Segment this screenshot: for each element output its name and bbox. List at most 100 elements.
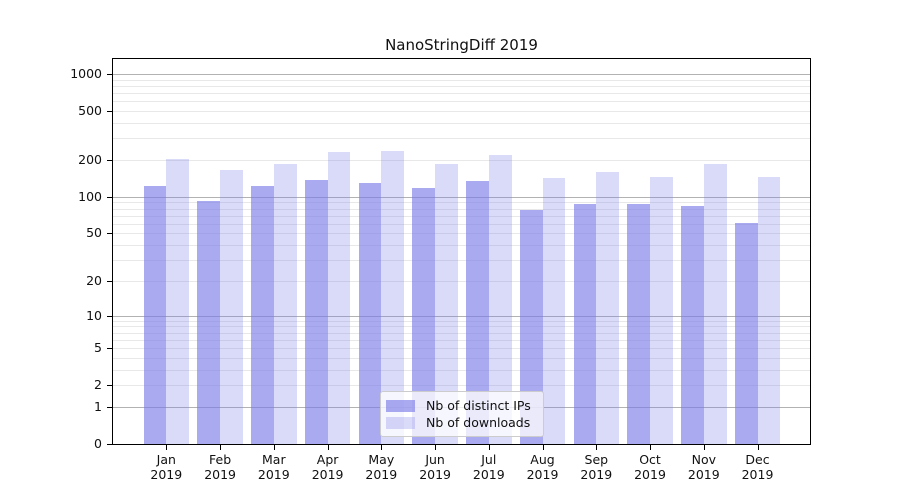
- legend-swatch-distinct-ips: [386, 399, 415, 412]
- x-tick-label: Apr 2019: [301, 452, 355, 482]
- y-tick-label: 1000: [70, 66, 102, 81]
- minor-gridline: [113, 159, 810, 161]
- bar-feb-distinct-ips: [197, 200, 221, 444]
- legend-swatch-downloads: [386, 416, 415, 429]
- x-tick: [327, 445, 329, 450]
- y-tick: [107, 159, 113, 161]
- x-label-year: 2019: [257, 467, 290, 482]
- minor-gridline: [113, 111, 810, 112]
- x-tick-label: Jul 2019: [462, 452, 516, 482]
- x-tick: [542, 445, 544, 450]
- x-tick: [757, 445, 759, 450]
- legend-entry-distinct-ips: Nb of distinct IPs: [386, 398, 531, 413]
- y-tick: [107, 348, 113, 349]
- y-tick-label: 100: [78, 188, 102, 204]
- y-tick-label: 50: [86, 225, 102, 241]
- minor-gridline: [113, 385, 810, 387]
- x-label-year: 2019: [311, 467, 344, 482]
- x-label-month: May: [368, 452, 395, 467]
- y-tick: [107, 196, 113, 198]
- x-tick-label: Feb 2019: [193, 452, 247, 482]
- y-tick: [107, 385, 113, 387]
- x-tick-label: Jun 2019: [408, 452, 462, 482]
- x-tick-label: Oct 2019: [623, 452, 677, 482]
- minor-gridline: [113, 326, 810, 328]
- x-label-month: Jan: [156, 452, 176, 467]
- x-tick-label: Aug 2019: [516, 452, 570, 482]
- y-tick: [107, 315, 113, 317]
- legend-label-downloads: Nb of downloads: [426, 415, 531, 430]
- minor-gridline: [113, 93, 810, 94]
- bar-aug-downloads: [542, 178, 566, 444]
- y-tick: [107, 444, 113, 445]
- bar-mar-downloads: [273, 163, 297, 444]
- y-tick-label: 0: [94, 436, 102, 451]
- minor-gridline: [113, 101, 810, 103]
- x-tick-label: Mar 2019: [247, 452, 301, 482]
- bar-apr-distinct-ips: [304, 180, 328, 444]
- plot-area: [112, 58, 811, 445]
- x-label-year: 2019: [419, 467, 451, 482]
- x-tick-label: Nov 2019: [677, 452, 731, 482]
- minor-gridline: [113, 208, 810, 210]
- minor-gridline: [113, 245, 810, 247]
- bar-sep-distinct-ips: [573, 203, 597, 444]
- x-label-month: Jul: [481, 452, 497, 467]
- x-tick-label: Dec 2019: [731, 452, 785, 482]
- x-label-year: 2019: [634, 467, 666, 482]
- minor-gridline: [113, 138, 810, 140]
- minor-gridline: [113, 332, 810, 334]
- x-tick: [273, 445, 275, 450]
- minor-gridline: [113, 357, 810, 359]
- bar-dec-distinct-ips: [734, 222, 758, 444]
- major-gridline: [113, 74, 810, 75]
- bar-jun-distinct-ips: [412, 187, 436, 444]
- bar-jun-downloads: [435, 164, 458, 444]
- minor-gridline: [113, 348, 810, 349]
- bar-jul-downloads: [488, 155, 512, 444]
- x-tick: [488, 445, 490, 450]
- major-gridline: [113, 196, 810, 198]
- x-label-month: Apr: [316, 452, 339, 467]
- x-label-year: 2019: [365, 467, 398, 482]
- x-tick-label: Jan 2019: [139, 452, 193, 482]
- minor-gridline: [113, 202, 810, 204]
- bar-nov-downloads: [703, 163, 727, 444]
- y-tick-label: 500: [78, 103, 102, 118]
- y-tick-label: 10: [86, 307, 102, 323]
- minor-gridline: [113, 280, 810, 282]
- bar-aug-distinct-ips: [519, 210, 543, 444]
- x-label-month: Nov: [691, 452, 716, 467]
- bar-jul-distinct-ips: [466, 180, 489, 444]
- bar-oct-downloads: [650, 176, 673, 444]
- y-tick: [107, 74, 113, 75]
- bar-may-downloads: [381, 150, 405, 444]
- bar-sep-downloads: [596, 171, 620, 444]
- x-tick: [596, 445, 598, 450]
- x-label-month: Sep: [584, 452, 609, 467]
- y-tick-label: 20: [86, 272, 102, 288]
- minor-gridline: [113, 85, 810, 87]
- y-tick-label: 2: [94, 377, 102, 393]
- bar-nov-distinct-ips: [681, 206, 704, 444]
- bar-feb-downloads: [220, 169, 243, 444]
- y-tick: [107, 233, 113, 235]
- bar-jan-downloads: [166, 159, 190, 444]
- x-tick: [220, 445, 222, 450]
- legend-entry-downloads: Nb of downloads: [386, 415, 531, 430]
- minor-gridline: [113, 339, 810, 341]
- x-label-year: 2019: [472, 467, 505, 482]
- bar-mar-distinct-ips: [251, 185, 274, 444]
- x-tick: [703, 445, 705, 450]
- x-tick: [435, 445, 437, 450]
- minor-gridline: [113, 320, 810, 322]
- major-gridline: [113, 315, 810, 317]
- x-label-year: 2019: [204, 467, 236, 482]
- x-tick: [650, 445, 651, 450]
- y-tick-label: 1: [94, 398, 102, 414]
- y-tick: [107, 111, 113, 112]
- x-label-month: Oct: [639, 452, 661, 467]
- x-label-month: Dec: [745, 452, 770, 467]
- minor-gridline: [113, 79, 810, 81]
